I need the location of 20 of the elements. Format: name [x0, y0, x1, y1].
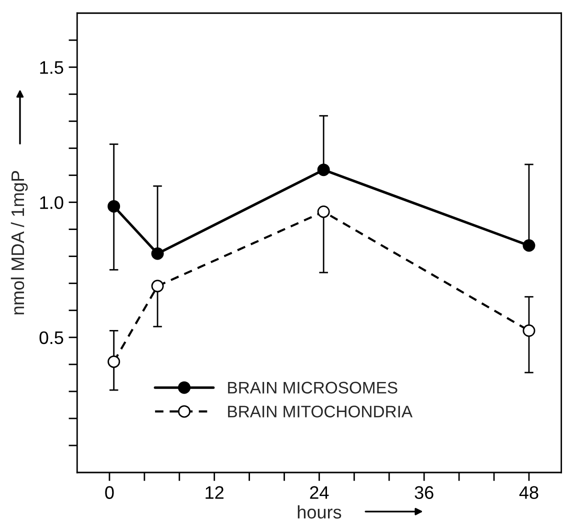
y-tick-label: 1.0 [40, 196, 64, 209]
point [317, 205, 330, 218]
y-tick-label: 0.5 [40, 331, 64, 344]
x-tick-label: 12 [206, 486, 224, 499]
point [151, 280, 164, 292]
x-tick-label: 48 [519, 486, 538, 499]
x-tick-label: 0 [105, 486, 114, 499]
legend-label: BRAIN MICROSOMES [228, 382, 398, 394]
x-tick-label: 24 [310, 486, 329, 499]
legend-label: BRAIN MITOCHONDRIA [228, 406, 413, 418]
point [522, 239, 536, 252]
point [317, 164, 330, 176]
point [108, 200, 120, 213]
point [522, 324, 536, 337]
point [151, 247, 164, 260]
x-tick-label: 36 [414, 486, 434, 499]
x-axis-title: hours [298, 505, 342, 519]
y-tick-label: 1.5 [40, 61, 64, 74]
y-axis-title: nmol MDA / 1mgP [10, 171, 28, 314]
point [108, 355, 120, 368]
